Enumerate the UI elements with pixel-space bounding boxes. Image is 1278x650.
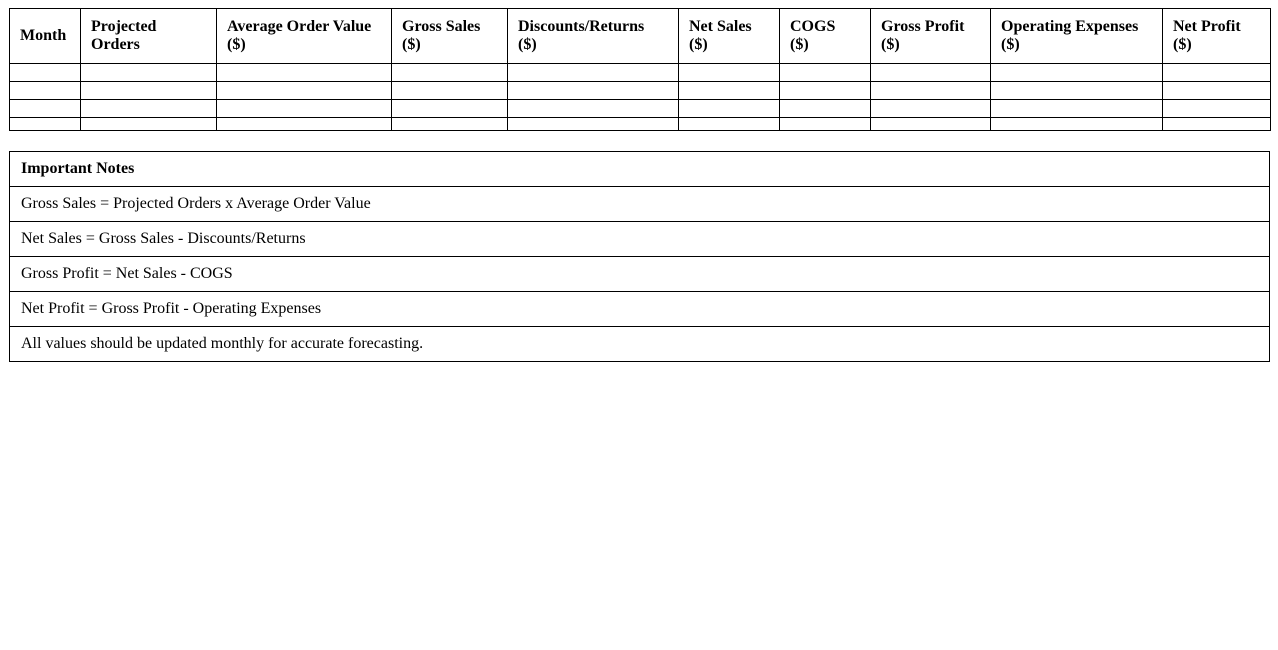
empty-cell	[507, 63, 679, 82]
header-label: Gross Profit	[881, 18, 965, 36]
empty-cell	[216, 99, 392, 118]
empty-cell	[1162, 81, 1271, 100]
empty-cell	[9, 63, 81, 82]
header-label: Projected	[91, 18, 157, 36]
important-notes-table: Important Notes Gross Sales = Projected …	[9, 151, 1270, 362]
empty-cell	[678, 99, 780, 118]
empty-cell	[870, 117, 991, 131]
note-row: Gross Sales = Projected Orders x Average…	[9, 186, 1270, 222]
note-row: All values should be updated monthly for…	[9, 326, 1270, 362]
empty-forecast-row	[9, 63, 1271, 82]
empty-cell	[990, 99, 1163, 118]
header-label-line2: Orders	[91, 36, 140, 53]
col-header-net-sales: Net Sales ($)	[678, 8, 780, 64]
empty-cell	[779, 99, 871, 118]
note-item: Gross Profit = Net Sales - COGS	[9, 256, 1270, 292]
header-unit: ($)	[689, 36, 708, 53]
empty-cell	[391, 99, 508, 118]
header-unit: ($)	[227, 36, 246, 53]
empty-cell	[9, 117, 81, 131]
empty-cell	[216, 63, 392, 82]
empty-cell	[391, 81, 508, 100]
empty-cell	[1162, 99, 1271, 118]
empty-cell	[216, 117, 392, 131]
col-header-gross-profit: Gross Profit ($)	[870, 8, 991, 64]
empty-cell	[391, 63, 508, 82]
note-item: Net Profit = Gross Profit - Operating Ex…	[9, 291, 1270, 327]
col-header-discounts-returns: Discounts/Returns ($)	[507, 8, 679, 64]
empty-forecast-row	[9, 81, 1271, 100]
empty-cell	[779, 117, 871, 131]
empty-cell	[507, 117, 679, 131]
empty-cell	[990, 81, 1163, 100]
header-unit: ($)	[790, 36, 809, 53]
note-row: Net Sales = Gross Sales - Discounts/Retu…	[9, 221, 1270, 257]
header-label: Operating Expenses	[1001, 18, 1139, 36]
empty-forecast-row	[9, 117, 1271, 131]
empty-cell	[678, 117, 780, 131]
header-label: Net Sales	[689, 18, 752, 36]
col-header-operating-expenses: Operating Expenses ($)	[990, 8, 1163, 64]
empty-cell	[870, 99, 991, 118]
header-label: Net Profit	[1173, 18, 1241, 36]
empty-cell	[779, 81, 871, 100]
empty-cell	[80, 117, 217, 131]
col-header-net-profit: Net Profit ($)	[1162, 8, 1271, 64]
col-header-cogs: COGS ($)	[779, 8, 871, 64]
empty-cell	[9, 81, 81, 100]
empty-cell	[9, 99, 81, 118]
empty-cell	[990, 117, 1163, 131]
header-label: Month	[20, 27, 67, 45]
header-label: COGS	[790, 18, 836, 36]
header-unit: ($)	[1001, 36, 1020, 53]
header-unit: ($)	[881, 36, 900, 53]
empty-cell	[990, 63, 1163, 82]
notes-title: Important Notes	[9, 151, 1270, 187]
empty-cell	[80, 81, 217, 100]
empty-cell	[1162, 117, 1271, 131]
col-header-month: Month	[9, 8, 81, 64]
col-header-projected-orders: Projected Orders	[80, 8, 217, 64]
header-label: Gross Sales	[402, 18, 481, 36]
empty-cell	[507, 99, 679, 118]
empty-cell	[1162, 63, 1271, 82]
empty-cell	[870, 81, 991, 100]
empty-cell	[216, 81, 392, 100]
header-row: Month Projected Orders Average Order Val…	[9, 8, 1271, 64]
note-item: Net Sales = Gross Sales - Discounts/Retu…	[9, 221, 1270, 257]
header-unit: ($)	[402, 36, 421, 53]
empty-cell	[870, 63, 991, 82]
empty-cell	[779, 63, 871, 82]
forecast-table-header: Month Projected Orders Average Order Val…	[9, 8, 1271, 64]
note-row: Gross Profit = Net Sales - COGS	[9, 256, 1270, 292]
empty-cell	[80, 99, 217, 118]
sales-forecast-table: Month Projected Orders Average Order Val…	[9, 8, 1271, 131]
note-item: All values should be updated monthly for…	[9, 326, 1270, 362]
empty-forecast-row	[9, 99, 1271, 118]
empty-cell	[678, 63, 780, 82]
header-label: Discounts/Returns	[518, 18, 645, 36]
empty-cell	[678, 81, 780, 100]
forecast-table-body	[9, 63, 1271, 131]
col-header-average-order-value: Average Order Value ($)	[216, 8, 392, 64]
col-header-gross-sales: Gross Sales ($)	[391, 8, 508, 64]
empty-cell	[391, 117, 508, 131]
header-unit: ($)	[1173, 36, 1192, 53]
notes-title-row: Important Notes	[9, 151, 1270, 187]
empty-cell	[80, 63, 217, 82]
note-item: Gross Sales = Projected Orders x Average…	[9, 186, 1270, 222]
header-label: Average Order Value	[227, 18, 372, 36]
header-unit: ($)	[518, 36, 537, 53]
note-row: Net Profit = Gross Profit - Operating Ex…	[9, 291, 1270, 327]
empty-cell	[507, 81, 679, 100]
